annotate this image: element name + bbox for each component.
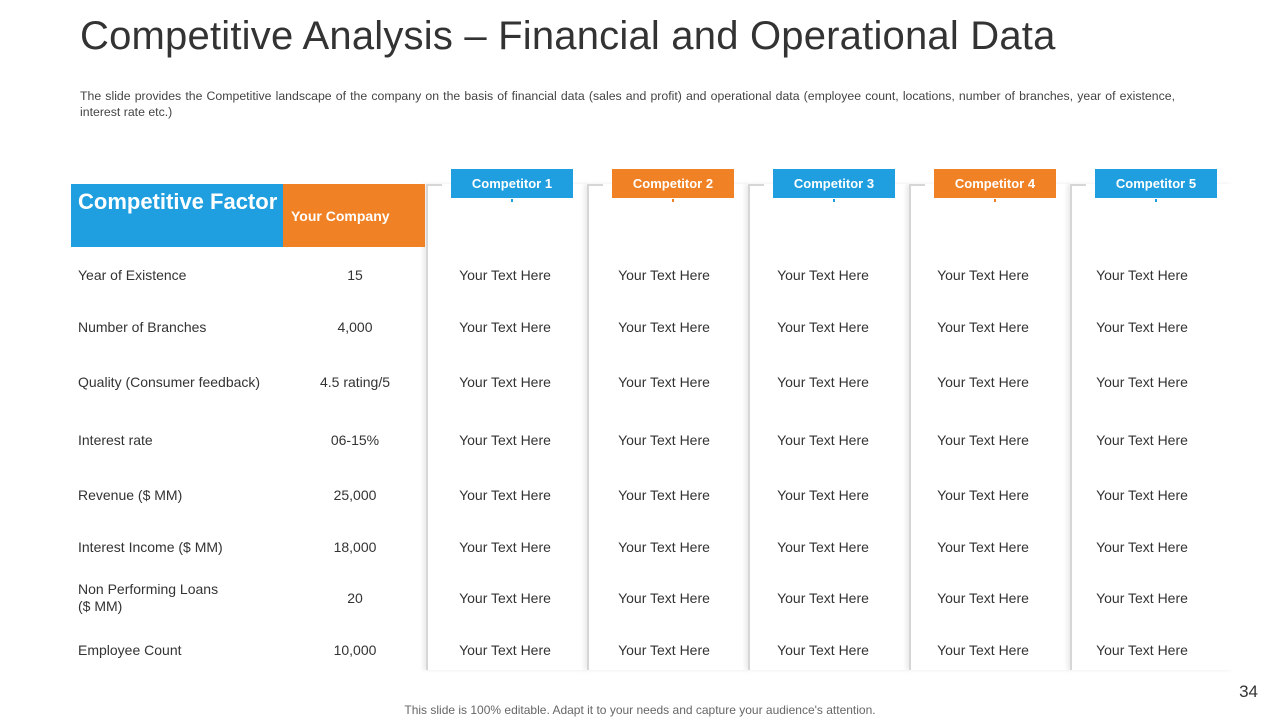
row-competitor-2-value: Your Text Here: [618, 539, 710, 555]
row-competitor-1-value: Your Text Here: [459, 267, 551, 283]
competitor-label: Competitor 1: [471, 176, 553, 191]
row-competitor-5-value: Your Text Here: [1096, 267, 1188, 283]
row-competitor-5-value: Your Text Here: [1096, 539, 1188, 555]
competitor-marker: [672, 199, 674, 202]
row-competitor-5-value: Your Text Here: [1096, 374, 1188, 390]
page-number: 34: [1239, 682, 1258, 701]
competitor-marker: [1155, 199, 1157, 202]
competitor-label: Competitor 4: [954, 176, 1036, 191]
row-competitor-3-value: Your Text Here: [777, 267, 869, 283]
competitor-2-header: Competitor 2: [612, 169, 734, 202]
row-competitor-4-value: Your Text Here: [937, 319, 1029, 335]
row-competitor-3-value: Your Text Here: [777, 432, 869, 448]
row-company-value: 20: [347, 590, 363, 606]
row-competitor-2-value: Your Text Here: [618, 642, 710, 658]
row-company-value: 4.5 rating/5: [319, 374, 391, 390]
row-competitor-1-value: Your Text Here: [459, 319, 551, 335]
row-competitor-5-value: Your Text Here: [1096, 642, 1188, 658]
row-competitor-2-value: Your Text Here: [618, 487, 710, 503]
competitor-label: Competitor 5: [1115, 176, 1197, 191]
row-factor-label: Quality (Consumer feedback): [78, 374, 261, 390]
competitor-column-divider: [909, 184, 1072, 670]
row-competitor-4-value: Your Text Here: [937, 267, 1029, 283]
row-factor-label: Non Performing Loans ($ MM): [78, 581, 219, 614]
row-factor-label: Year of Existence: [78, 267, 187, 283]
row-competitor-1-value: Your Text Here: [459, 432, 551, 448]
competitor-column-divider: [748, 184, 911, 670]
competitor-label: Competitor 2: [632, 176, 714, 191]
row-company-value: 10,000: [333, 642, 377, 658]
row-competitor-3-value: Your Text Here: [777, 539, 869, 555]
row-competitor-1-value: Your Text Here: [459, 487, 551, 503]
slide-title: Competitive Analysis – Financial and Ope…: [80, 14, 1056, 58]
row-competitor-1-value: Your Text Here: [459, 374, 551, 390]
row-competitor-5-value: Your Text Here: [1096, 432, 1188, 448]
competitor-marker: [994, 199, 996, 202]
row-competitor-3-value: Your Text Here: [777, 319, 869, 335]
row-factor-label: Revenue ($ MM): [78, 487, 183, 503]
footer-note: This slide is 100% editable. Adapt it to…: [404, 703, 876, 717]
row-competitor-4-value: Your Text Here: [937, 642, 1029, 658]
row-competitor-3-value: Your Text Here: [777, 374, 869, 390]
your-company-header: Your Company: [283, 184, 425, 247]
row-factor-label: Interest rate: [78, 432, 153, 448]
row-competitor-2-value: Your Text Here: [618, 432, 710, 448]
row-competitor-3-value: Your Text Here: [777, 487, 869, 503]
row-competitor-1-value: Your Text Here: [459, 539, 551, 555]
competitor-3-header: Competitor 3: [773, 169, 895, 202]
competitor-5-header: Competitor 5: [1095, 169, 1217, 202]
competitor-1-header: Competitor 1: [451, 169, 573, 202]
competitor-column-divider: [1070, 184, 1233, 670]
slide-subtitle: The slide provides the Competitive lands…: [80, 89, 1175, 119]
row-company-value: 06-15%: [330, 432, 380, 448]
row-competitor-4-value: Your Text Here: [937, 590, 1029, 606]
competitor-column-divider: [426, 184, 589, 670]
row-competitor-4-value: Your Text Here: [937, 487, 1029, 503]
row-competitor-4-value: Your Text Here: [937, 432, 1029, 448]
row-competitor-2-value: Your Text Here: [618, 374, 710, 390]
row-company-value: 15: [347, 267, 363, 283]
row-company-value: 25,000: [333, 487, 377, 503]
row-competitor-5-value: Your Text Here: [1096, 487, 1188, 503]
row-company-value: 18,000: [333, 539, 377, 555]
row-factor-label: Employee Count: [78, 642, 182, 658]
row-competitor-3-value: Your Text Here: [777, 642, 869, 658]
row-competitor-4-value: Your Text Here: [937, 374, 1029, 390]
competitor-marker: [833, 199, 835, 202]
row-competitor-5-value: Your Text Here: [1096, 590, 1188, 606]
competitive-factor-header: Competitive Factor: [71, 184, 283, 247]
row-competitor-2-value: Your Text Here: [618, 590, 710, 606]
row-company-value: 4,000: [337, 319, 373, 335]
row-competitor-1-value: Your Text Here: [459, 590, 551, 606]
row-competitor-5-value: Your Text Here: [1096, 319, 1188, 335]
competitor-4-header: Competitor 4: [934, 169, 1056, 202]
row-factor-label: Interest Income ($ MM): [78, 539, 223, 555]
competitor-column-divider: [587, 184, 750, 670]
row-competitor-1-value: Your Text Here: [459, 642, 551, 658]
row-competitor-4-value: Your Text Here: [937, 539, 1029, 555]
row-competitor-2-value: Your Text Here: [618, 267, 710, 283]
competitor-label: Competitor 3: [793, 176, 875, 191]
row-competitor-2-value: Your Text Here: [618, 319, 710, 335]
row-factor-label: Number of Branches: [78, 319, 207, 335]
row-competitor-3-value: Your Text Here: [777, 590, 869, 606]
competitor-marker: [511, 199, 513, 202]
